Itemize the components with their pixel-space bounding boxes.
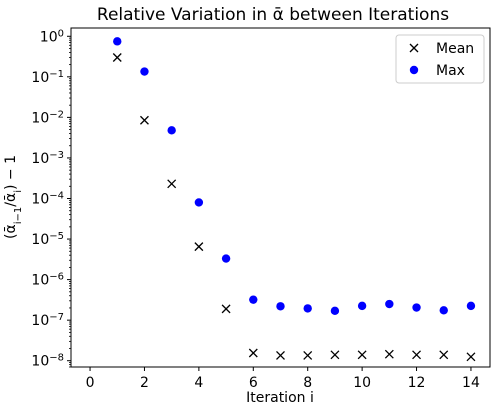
data-point-max: [303, 304, 312, 313]
legend-marker-max: [409, 65, 419, 75]
data-point-mean: [194, 242, 204, 252]
data-point-mean: [248, 348, 258, 358]
x-tick-label: 14: [462, 375, 480, 391]
legend-label-mean: Mean: [436, 41, 474, 57]
data-point-mean: [167, 179, 177, 189]
y-tick-label: 10−8: [31, 352, 64, 370]
plot-frame: [70, 27, 491, 368]
legend: Mean Max: [395, 34, 485, 84]
x-tick-label: 6: [249, 375, 258, 391]
data-point-mean: [384, 349, 394, 359]
data-point-max: [194, 198, 204, 207]
data-point-max: [439, 306, 448, 315]
legend-marker-mean: [409, 43, 419, 53]
data-point-max: [221, 254, 231, 263]
y-tick-label: 10−4: [31, 190, 64, 208]
data-point-max: [385, 299, 394, 309]
y-tick-label: 10−1: [31, 68, 64, 86]
data-point-mean: [330, 350, 340, 360]
y-tick-label: 10−3: [31, 149, 64, 167]
y-axis-label: (ᾱi−1/ᾱi) − 1: [3, 155, 24, 239]
data-point-max: [140, 67, 149, 76]
data-point-mean: [276, 350, 285, 360]
data-point-max: [330, 306, 340, 316]
x-tick-label: 12: [408, 375, 426, 391]
x-tick-label: 8: [303, 375, 312, 391]
y-tick-label: 10−6: [31, 271, 64, 289]
data-point-mean: [140, 115, 149, 125]
data-point-max: [412, 303, 421, 312]
data-point-max: [167, 126, 176, 135]
chart-title: Relative Variation in ᾱ between Iteratio…: [97, 5, 449, 25]
y-tick-label: 10−2: [31, 109, 64, 127]
data-point-max: [357, 301, 367, 311]
legend-label-max: Max: [436, 63, 465, 79]
y-tick-label: 10−7: [31, 312, 64, 330]
x-tick-label: 10: [353, 375, 371, 391]
data-point-mean: [439, 350, 449, 360]
data-point-mean: [221, 304, 231, 314]
x-axis-label: Iteration i: [246, 390, 314, 406]
x-tick-label: 0: [86, 375, 95, 391]
x-tick-label: 4: [194, 375, 203, 391]
data-point-max: [466, 301, 476, 311]
data-point-mean: [112, 53, 122, 62]
y-tick-label: 100: [40, 28, 64, 46]
y-tick-label: 10−5: [31, 231, 64, 249]
x-tick-label: 2: [140, 375, 149, 391]
data-point-mean: [466, 352, 476, 362]
data-point-mean: [412, 350, 421, 360]
data-point-max: [276, 302, 285, 311]
data-point-mean: [357, 350, 367, 360]
data-point-max: [249, 295, 258, 304]
data-point-max: [113, 37, 122, 46]
data-point-mean: [303, 350, 313, 360]
